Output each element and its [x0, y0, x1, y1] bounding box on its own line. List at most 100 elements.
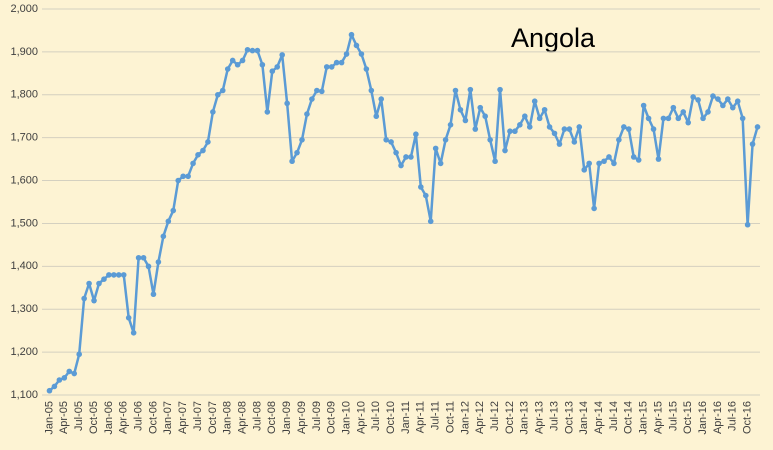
data-point — [531, 98, 538, 105]
x-tick-label: Jul-07 — [192, 401, 204, 431]
data-point — [670, 104, 677, 111]
data-point — [239, 57, 246, 64]
data-point — [224, 66, 231, 72]
data-point — [81, 295, 87, 302]
x-tick-label: Jul-09 — [311, 401, 323, 431]
data-point — [408, 154, 414, 160]
data-point — [205, 139, 211, 145]
y-tick-label: 1,600 — [10, 174, 38, 186]
data-point — [650, 126, 657, 132]
data-point — [51, 383, 58, 390]
data-point — [101, 276, 107, 283]
data-point — [492, 158, 498, 165]
data-point — [482, 113, 488, 120]
data-point — [630, 154, 637, 160]
data-point — [398, 162, 404, 169]
x-tick-label: Jan-05 — [43, 401, 55, 435]
x-tick-label: Jul-13 — [548, 401, 560, 431]
data-point — [601, 158, 607, 165]
x-tick-label: Oct-11 — [444, 401, 456, 433]
data-point — [546, 124, 553, 130]
data-point — [115, 272, 122, 278]
data-point — [234, 61, 241, 68]
data-point — [46, 387, 53, 394]
x-tick-label: Apr-05 — [58, 401, 70, 434]
x-tick-label: Oct-15 — [682, 401, 694, 434]
x-tick-label: Jan-12 — [459, 401, 471, 435]
x-tick-label: Jan-11 — [400, 401, 412, 434]
data-point — [665, 115, 672, 122]
data-point — [690, 94, 696, 100]
data-point — [249, 47, 256, 54]
data-point — [720, 102, 726, 109]
data-point — [294, 149, 300, 156]
data-point — [477, 104, 484, 111]
data-point — [497, 86, 503, 93]
data-point — [120, 272, 127, 278]
data-point — [269, 68, 276, 74]
data-point — [140, 254, 147, 261]
data-point — [556, 141, 563, 147]
x-tick-label: Apr-13 — [534, 401, 546, 434]
data-point — [517, 122, 523, 128]
x-tick-label: Jul-05 — [73, 401, 85, 431]
data-point — [378, 96, 385, 102]
x-tick-label: Apr-06 — [118, 401, 130, 434]
x-tick-label: Apr-10 — [355, 401, 367, 434]
y-tick-label: 1,700 — [10, 132, 38, 144]
x-tick-label: Apr-14 — [593, 401, 605, 434]
data-point — [596, 160, 602, 167]
y-tick-label: 1,800 — [10, 89, 38, 101]
data-point — [96, 280, 102, 287]
data-point — [314, 87, 320, 94]
data-point — [264, 109, 271, 115]
data-point — [551, 130, 558, 137]
data-point — [734, 98, 741, 105]
data-point — [403, 154, 409, 160]
x-tick-label: Oct-13 — [563, 401, 575, 434]
x-tick-label: Jan-07 — [162, 401, 174, 435]
data-point — [467, 86, 474, 93]
data-point — [487, 137, 493, 143]
data-point — [383, 137, 389, 143]
x-tick-label: Jul-11 — [430, 401, 442, 430]
data-point — [304, 111, 310, 117]
data-point — [343, 51, 350, 57]
data-point — [200, 147, 206, 154]
data-point — [591, 205, 597, 212]
x-tick-label: Oct-09 — [326, 401, 338, 434]
data-line — [48, 33, 759, 392]
data-point — [373, 113, 380, 120]
data-point — [561, 126, 568, 132]
x-tick-label: Jul-14 — [608, 401, 620, 431]
data-point — [284, 100, 290, 107]
data-point — [452, 87, 459, 94]
x-tick-label: Apr-11 — [415, 401, 427, 433]
x-tick-label: Jan-06 — [103, 401, 115, 435]
data-point — [388, 139, 394, 145]
x-tick-label: Apr-07 — [177, 401, 189, 434]
x-tick-label: Apr-09 — [296, 401, 308, 434]
data-point — [130, 330, 137, 336]
data-point — [675, 115, 682, 122]
x-tick-label: Jan-15 — [638, 401, 650, 435]
data-point — [749, 141, 756, 147]
data-point — [56, 377, 63, 383]
data-point — [274, 64, 281, 70]
x-tick-label: Oct-06 — [147, 401, 159, 434]
data-point — [522, 113, 528, 120]
data-point — [725, 96, 731, 102]
data-point — [323, 64, 330, 70]
data-point — [680, 109, 687, 115]
x-tick-label: Apr-15 — [652, 401, 664, 434]
data-point — [309, 96, 315, 102]
data-point — [279, 52, 285, 58]
x-tick-label: Apr-16 — [712, 401, 724, 434]
data-point — [289, 158, 295, 165]
x-tick-label: Apr-08 — [236, 401, 248, 434]
data-point — [739, 115, 746, 122]
x-tick-label: Jan-10 — [340, 401, 352, 435]
x-tick-label: Jul-15 — [667, 401, 679, 431]
data-point — [215, 91, 221, 98]
data-point — [348, 31, 355, 38]
